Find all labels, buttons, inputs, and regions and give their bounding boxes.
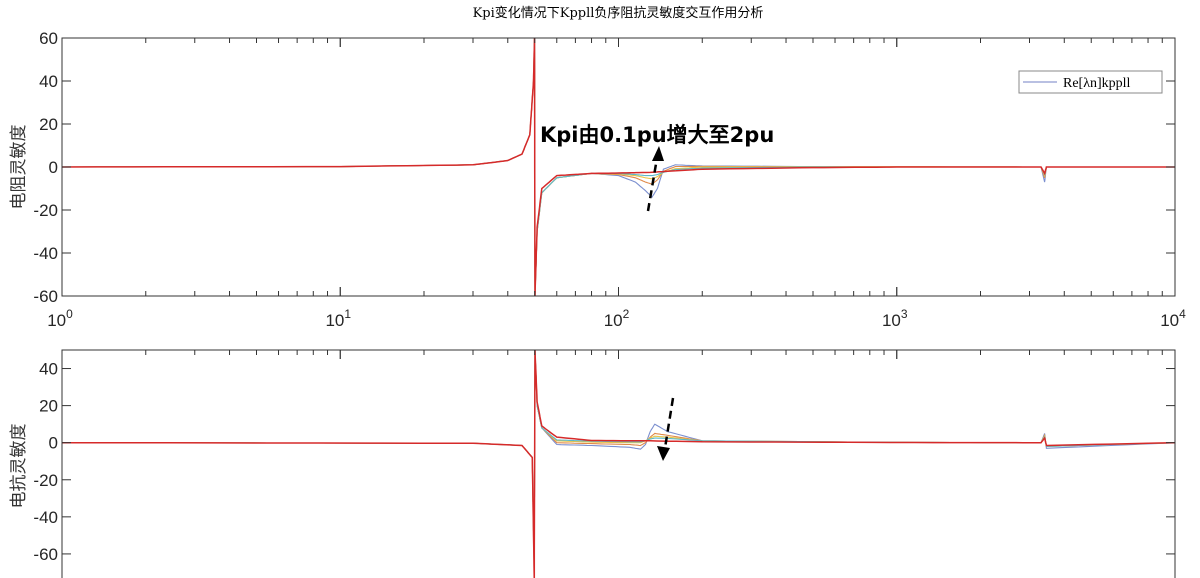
top-axes: 100 101 102 103 104 60 40 20 0 -20 -40 -60 — [33, 29, 1186, 330]
legend-box — [1018, 70, 1163, 94]
series-line-5 — [62, 38, 1175, 296]
annotation-text: Kpi由0.1pu增大至2pu — [540, 123, 774, 147]
x-tick-label: 104 — [1160, 307, 1186, 330]
y-tick-label: 20 — [39, 397, 58, 416]
series-line-5 — [62, 350, 1175, 578]
bottom-y-axis-label: 电抗灵敏度 — [9, 424, 29, 509]
y-tick-label: -60 — [33, 287, 58, 306]
y-tick-label: 40 — [39, 72, 58, 91]
x-tick-label: 103 — [882, 307, 908, 330]
chart-title: Kpi变化情况下Kppll负序阻抗灵敏度交互作用分析 — [473, 5, 764, 21]
y-tick-label: -40 — [33, 244, 58, 263]
series-line-3 — [62, 350, 1175, 573]
y-tick-label: 0 — [49, 434, 58, 453]
x-tick-label: 100 — [47, 307, 73, 330]
y-tick-label: -40 — [33, 508, 58, 527]
legend-entry: Re[λn]kppll — [1063, 76, 1131, 91]
x-tick-label: 101 — [325, 307, 351, 330]
y-tick-label: -20 — [33, 201, 58, 220]
y-tick-label: 20 — [39, 115, 58, 134]
y-tick-label: -20 — [33, 471, 58, 490]
axes-box — [61, 349, 1176, 578]
legend: Re[λn]kppll — [1018, 70, 1163, 94]
series-line-4 — [62, 350, 1175, 573]
y-tick-label: 0 — [49, 158, 58, 177]
y-tick-label: 60 — [39, 29, 58, 48]
annotation-arrow-up — [646, 146, 664, 212]
bottom-axes: 40 20 0 -20 -40 -60 — [33, 349, 1176, 578]
y-tick-label: -60 — [33, 545, 58, 564]
x-tick-label: 102 — [604, 307, 630, 330]
series-line-1 — [62, 350, 1175, 573]
series-line-2 — [62, 350, 1175, 573]
y-tick-label: 40 — [39, 360, 58, 379]
annotation-arrow-down — [657, 397, 675, 461]
top-y-axis-label: 电阻灵敏度 — [9, 125, 29, 210]
